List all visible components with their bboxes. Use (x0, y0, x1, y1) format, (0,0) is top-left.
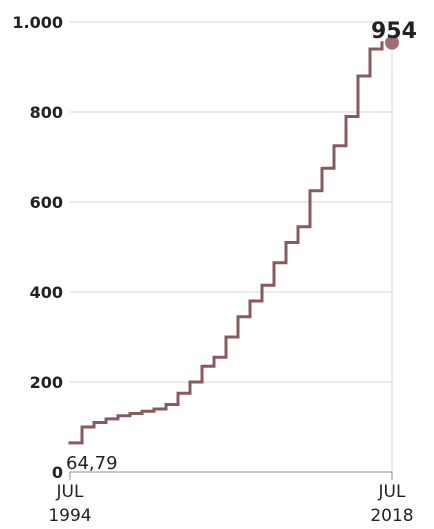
y-tick-label: 600 (30, 193, 63, 212)
y-axis-ticks: 0 200 400 600 800 1.000 (12, 13, 63, 482)
y-tick-label: 0 (52, 463, 63, 482)
y-tick-label: 1.000 (12, 13, 63, 32)
y-tick-label: 400 (30, 283, 63, 302)
x-axis-ticks: JUL 1994 JUL 2018 (48, 472, 414, 526)
end-value-label: 954 (371, 19, 417, 44)
x-tick-label-line2: 1994 (48, 506, 91, 526)
x-tick-label-line1: JUL (56, 482, 84, 502)
y-tick-label: 200 (30, 373, 63, 392)
y-tick-label: 800 (30, 103, 63, 122)
end-point-marker (385, 35, 399, 50)
step-line-series (68, 41, 384, 445)
x-tick-label-line2: 2018 (370, 506, 413, 526)
grid-layer (70, 21, 393, 474)
x-tick-label-line1: JUL (378, 482, 406, 502)
start-value-label: 64,79 (66, 453, 118, 474)
series-layer (68, 35, 399, 445)
